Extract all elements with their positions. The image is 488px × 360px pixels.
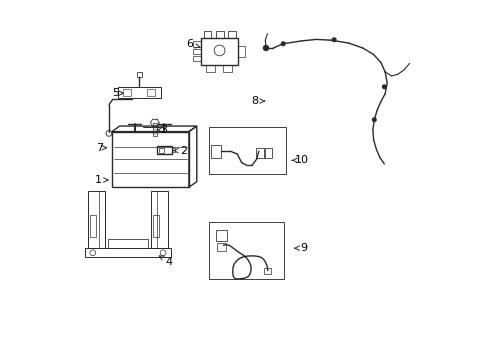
Bar bbox=[153, 215, 159, 237]
Bar bbox=[216, 243, 225, 251]
Bar bbox=[192, 56, 201, 61]
Bar bbox=[172, 148, 175, 152]
Text: 4: 4 bbox=[159, 256, 172, 267]
Circle shape bbox=[382, 85, 386, 89]
Text: 7: 7 bbox=[96, 143, 106, 153]
Bar bbox=[157, 146, 172, 154]
Text: 8: 8 bbox=[251, 96, 264, 106]
Circle shape bbox=[372, 118, 375, 122]
Circle shape bbox=[281, 42, 285, 45]
Text: 10: 10 bbox=[291, 155, 308, 165]
Bar bbox=[192, 41, 201, 47]
Bar bbox=[264, 267, 271, 274]
Bar bbox=[112, 132, 188, 187]
Bar bbox=[255, 148, 264, 158]
Text: 6: 6 bbox=[186, 40, 199, 49]
Bar bbox=[227, 31, 235, 39]
Text: 9: 9 bbox=[294, 243, 306, 253]
Bar bbox=[211, 145, 221, 158]
Bar bbox=[136, 72, 142, 77]
Bar bbox=[85, 248, 171, 257]
Bar bbox=[192, 49, 201, 54]
Bar bbox=[118, 87, 160, 98]
Text: 5: 5 bbox=[112, 88, 123, 98]
Bar bbox=[152, 123, 157, 135]
Bar bbox=[201, 39, 238, 65]
Text: 2: 2 bbox=[173, 145, 187, 156]
Bar bbox=[264, 148, 272, 158]
Bar bbox=[151, 191, 168, 248]
Bar bbox=[88, 191, 105, 248]
Bar bbox=[215, 31, 223, 39]
Bar bbox=[123, 89, 131, 96]
Bar bbox=[208, 222, 284, 279]
Bar bbox=[203, 31, 211, 39]
Bar bbox=[238, 46, 244, 57]
Bar bbox=[147, 89, 154, 96]
Text: 1: 1 bbox=[95, 175, 108, 185]
Circle shape bbox=[263, 45, 268, 50]
Bar bbox=[215, 230, 227, 240]
Bar bbox=[90, 215, 96, 237]
Bar bbox=[159, 148, 163, 153]
Text: 3: 3 bbox=[157, 125, 167, 135]
Bar bbox=[208, 127, 285, 174]
Circle shape bbox=[332, 38, 335, 41]
Bar bbox=[108, 239, 147, 248]
Bar bbox=[206, 65, 215, 72]
Bar bbox=[223, 65, 232, 72]
